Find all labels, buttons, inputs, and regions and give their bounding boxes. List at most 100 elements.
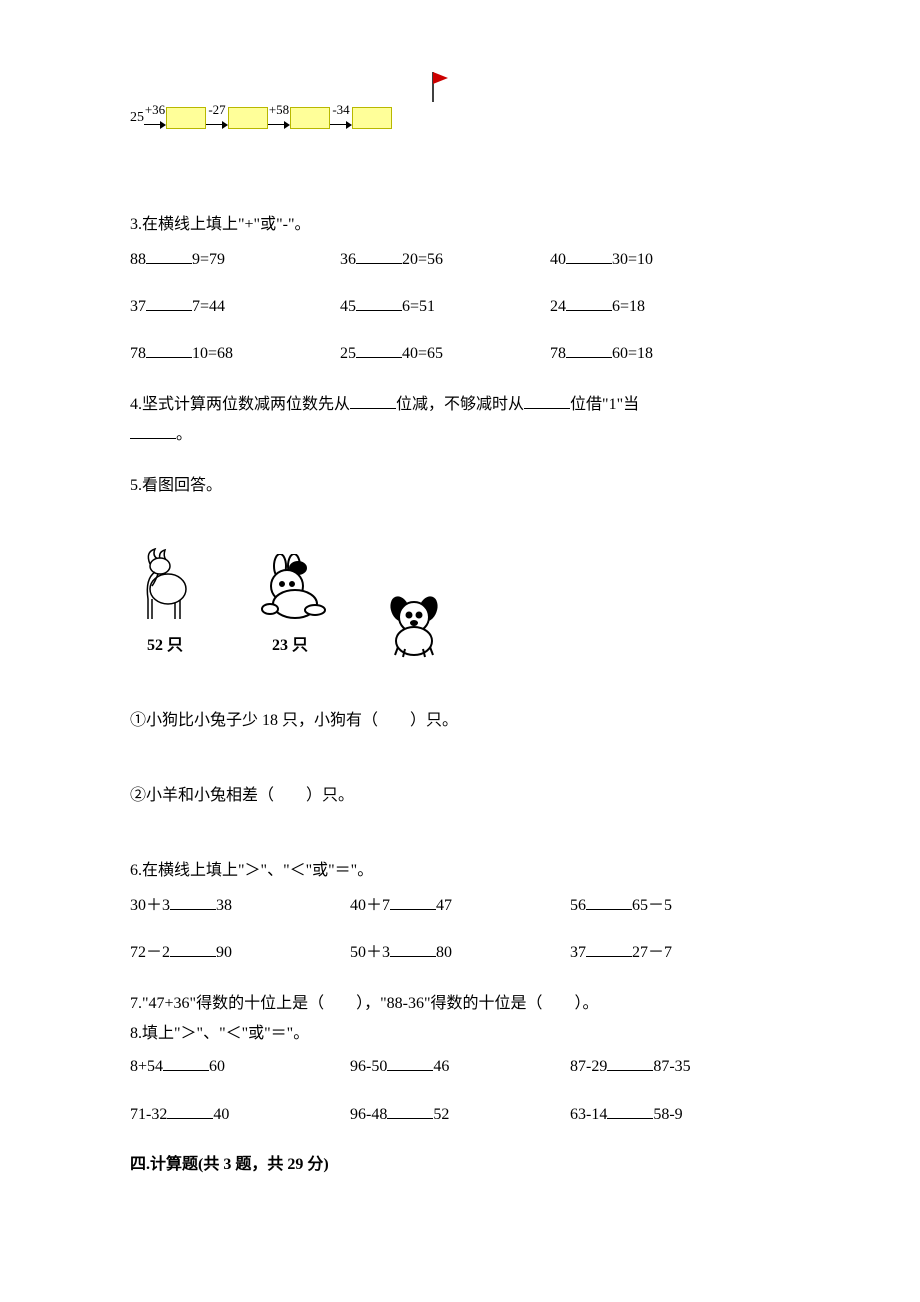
comp-blank[interactable] xyxy=(390,894,436,910)
comp-cell: 50＋380 xyxy=(350,935,570,970)
comp-left: 40＋7 xyxy=(350,897,390,914)
q3-blank[interactable] xyxy=(566,248,612,264)
q3-cell: 78 10=68 xyxy=(130,336,340,371)
comp-cell: 40＋7 47 xyxy=(350,888,570,923)
comp-left: 63-14 xyxy=(570,1106,607,1123)
flow-op-3-label: +58 xyxy=(269,100,289,121)
q3-cell: 889=79 xyxy=(130,242,340,277)
q3-row: 377=44456=51246=18 xyxy=(130,289,790,324)
comp-cell: 96-50 46 xyxy=(350,1049,570,1084)
comp-blank[interactable] xyxy=(586,941,632,957)
comp-right: 52 xyxy=(433,1106,449,1123)
q3-blank[interactable] xyxy=(146,295,192,311)
flow-op-3: +58 xyxy=(268,100,290,129)
comp-cell: 71-32 40 xyxy=(130,1097,350,1132)
flow-start-value: 25 xyxy=(130,107,144,129)
flow-box-1 xyxy=(166,107,206,129)
question-3: 3.在横线上填上"+"或"-"。 889=793620=5640 30=10 37 7… xyxy=(130,207,790,372)
q4-blank-2[interactable] xyxy=(524,393,570,409)
comp-cell: 87-2987-35 xyxy=(570,1049,790,1084)
comp-right: 46 xyxy=(433,1058,449,1075)
comp-left: 56 xyxy=(570,897,586,914)
comp-blank[interactable] xyxy=(387,1103,433,1119)
q3-blank[interactable] xyxy=(356,342,402,358)
q3-blank[interactable] xyxy=(356,248,402,264)
q3-blank[interactable] xyxy=(146,342,192,358)
section-4-title: 四.计算题(共 3 题，共 29 分) xyxy=(130,1152,790,1178)
goat-count: 52 只 xyxy=(130,628,200,663)
question-3-title: 3.在横线上填上"+"或"-"。 xyxy=(130,207,790,242)
question-5-title: 5.看图回答。 xyxy=(130,468,790,503)
q3-right: 7=44 xyxy=(192,298,225,315)
comp-cell: 96-4852 xyxy=(350,1097,570,1132)
comp-blank[interactable] xyxy=(167,1103,213,1119)
q3-cell: 37 7=44 xyxy=(130,289,340,324)
comp-left: 71-32 xyxy=(130,1106,167,1123)
comp-right: 60 xyxy=(209,1058,225,1075)
comp-right: 47 xyxy=(436,897,452,914)
comp-blank[interactable] xyxy=(390,941,436,957)
comp-blank[interactable] xyxy=(163,1055,209,1071)
flag-icon xyxy=(430,72,450,102)
q3-blank[interactable] xyxy=(146,248,192,264)
comp-left: 96-50 xyxy=(350,1058,387,1075)
question-6-rows: 30＋33840＋7475665－572－29050＋3803727－7 xyxy=(130,888,790,970)
q3-blank[interactable] xyxy=(356,295,402,311)
question-4: 4.坚式计算两位数减两位数先从位减，不够减时从位借"1"当 。 xyxy=(130,390,790,451)
flow-op-4: -34 xyxy=(330,100,352,129)
q3-cell: 3620=56 xyxy=(340,242,550,277)
q3-row: 7810=682540=657860=18 xyxy=(130,336,790,371)
q3-cell: 40 30=10 xyxy=(550,242,760,277)
q3-left: 40 xyxy=(550,251,566,268)
q3-blank[interactable] xyxy=(566,295,612,311)
comp-left: 72－2 xyxy=(130,944,170,961)
comp-row: 30＋33840＋7475665－5 xyxy=(130,888,790,923)
flow-op-2-label: -27 xyxy=(208,100,225,121)
comp-blank[interactable] xyxy=(586,894,632,910)
flow-chain-diagram: 25 +36 -27 +58 -34 xyxy=(130,100,790,137)
rabbit-icon xyxy=(250,554,330,624)
q4-blank-1[interactable] xyxy=(350,393,396,409)
comp-blank[interactable] xyxy=(170,894,216,910)
q3-blank[interactable] xyxy=(566,342,612,358)
flow-op-4-label: -34 xyxy=(332,100,349,121)
q5-sub1: ①小狗比小兔子少 18 只，小狗有（ ）只。 xyxy=(130,703,790,738)
question-6: 6.在横线上填上"＞"、"＜"或"＝"。 30＋33840＋7475665－57… xyxy=(130,853,790,971)
comp-row: 8+546096-504687-2987-35 xyxy=(130,1049,790,1084)
q3-right: 30=10 xyxy=(612,251,653,268)
flow-box-4 xyxy=(352,107,392,129)
q3-right: 9=79 xyxy=(192,251,225,268)
comp-left: 87-29 xyxy=(570,1058,607,1075)
q3-left: 78 xyxy=(130,345,146,362)
q4-blank-3[interactable] xyxy=(130,423,176,439)
comp-right: 40 xyxy=(213,1106,229,1123)
q3-right: 6=51 xyxy=(402,298,435,315)
animal-dog xyxy=(380,589,450,663)
question-6-title: 6.在横线上填上"＞"、"＜"或"＝"。 xyxy=(130,853,790,888)
q3-left: 37 xyxy=(130,298,146,315)
q3-left: 78 xyxy=(550,345,566,362)
comp-right: 65－5 xyxy=(632,897,672,914)
flow-op-1-label: +36 xyxy=(145,100,165,121)
question-8-rows: 8+546096-504687-2987-3571-324096-485263-… xyxy=(130,1049,790,1131)
animal-goat: 52 只 xyxy=(130,544,200,663)
q3-cell: 246=18 xyxy=(550,289,760,324)
q4-mid2: 位借"1"当 xyxy=(570,396,639,413)
comp-row: 71-32 40 96-485263-1458-9 xyxy=(130,1097,790,1132)
comp-right: 38 xyxy=(216,897,232,914)
question-8-title: 8.填上"＞"、"＜"或"＝"。 xyxy=(130,1019,790,1049)
comp-left: 37 xyxy=(570,944,586,961)
dog-icon xyxy=(380,589,450,659)
comp-blank[interactable] xyxy=(387,1055,433,1071)
comp-blank[interactable] xyxy=(607,1055,653,1071)
comp-blank[interactable] xyxy=(607,1103,653,1119)
question-8: 8.填上"＞"、"＜"或"＝"。 8+546096-504687-2987-35… xyxy=(130,1019,790,1132)
comp-right: 27－7 xyxy=(632,944,672,961)
q3-left: 24 xyxy=(550,298,566,315)
comp-cell: 63-1458-9 xyxy=(570,1097,790,1132)
flow-op-1: +36 xyxy=(144,100,166,129)
flow-op-2: -27 xyxy=(206,100,228,129)
q3-right: 10=68 xyxy=(192,345,233,362)
comp-cell: 72－290 xyxy=(130,935,350,970)
comp-blank[interactable] xyxy=(170,941,216,957)
